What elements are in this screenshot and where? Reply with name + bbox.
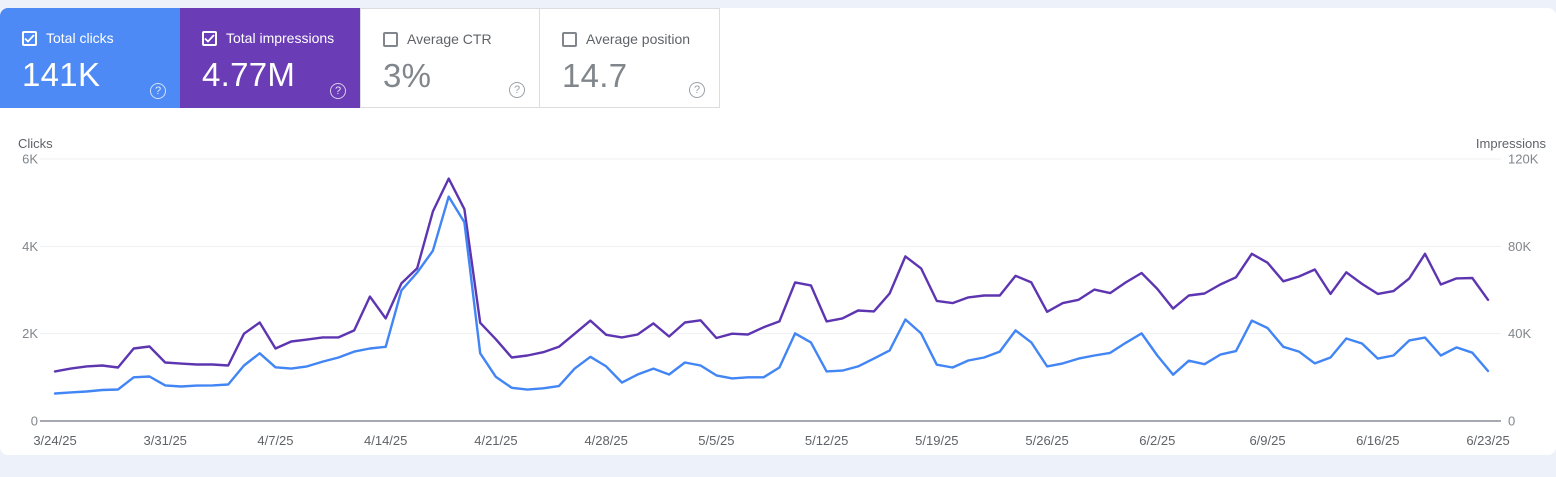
card-value: 141K — [22, 56, 101, 93]
checkbox-total-impressions[interactable] — [202, 30, 217, 46]
x-tick-label: 6/2/25 — [1139, 433, 1175, 448]
metric-card-average-position[interactable]: Average position 14.7 ? — [540, 8, 720, 108]
card-label: Average position — [586, 31, 691, 47]
performance-panel: Total clicks 141K ? Total impressions 4.… — [0, 8, 1556, 455]
card-value: 4.77M — [202, 56, 296, 93]
card-value: 14.7 — [562, 57, 628, 94]
right-axis-tick: 80K — [1508, 239, 1531, 254]
x-tick-label: 6/9/25 — [1249, 433, 1285, 448]
right-axis-title: Impressions — [1476, 136, 1547, 151]
left-axis-tick: 2K — [22, 326, 38, 341]
left-axis-title: Clicks — [18, 136, 53, 151]
x-tick-label: 6/23/25 — [1466, 433, 1509, 448]
checkbox-total-clicks[interactable] — [22, 30, 37, 46]
x-tick-label: 5/12/25 — [805, 433, 848, 448]
left-axis-tick: 6K — [22, 152, 38, 167]
x-tick-label: 4/28/25 — [584, 433, 627, 448]
x-tick-label: 6/16/25 — [1356, 433, 1399, 448]
x-tick-label: 5/5/25 — [698, 433, 734, 448]
metric-card-total-clicks[interactable]: Total clicks 141K ? — [0, 8, 180, 108]
help-icon[interactable]: ? — [689, 82, 705, 98]
metric-card-total-impressions[interactable]: Total impressions 4.77M ? — [180, 8, 360, 108]
performance-chart-svg: 0 0 2K 40K 4K 80K 6K 120K Clicks Impressions 3/24/… — [18, 136, 1547, 448]
x-tick-label: 5/19/25 — [915, 433, 958, 448]
checkbox-average-ctr[interactable] — [383, 31, 398, 47]
left-axis-tick: 0 — [31, 414, 38, 429]
x-tick-label: 5/26/25 — [1025, 433, 1068, 448]
clicks-line[interactable] — [53, 195, 1490, 395]
card-label: Average CTR — [407, 31, 492, 47]
metric-card-average-ctr[interactable]: Average CTR 3% ? — [360, 8, 540, 108]
help-icon[interactable]: ? — [330, 83, 346, 99]
performance-chart[interactable]: 0 0 2K 40K 4K 80K 6K 120K Clicks Impressions 3/24/… — [0, 135, 1556, 455]
checkbox-average-position[interactable] — [562, 31, 577, 47]
left-axis-tick: 4K — [22, 239, 38, 254]
right-axis-tick: 120K — [1508, 152, 1539, 167]
impressions-line[interactable] — [53, 177, 1490, 373]
x-tick-label: 3/31/25 — [144, 433, 187, 448]
x-tick-label: 3/24/25 — [33, 433, 76, 448]
card-label: Total clicks — [46, 30, 114, 46]
card-label: Total impressions — [226, 30, 335, 46]
x-tick-label: 4/14/25 — [364, 433, 407, 448]
right-axis-tick: 0 — [1508, 414, 1515, 429]
right-axis-tick: 40K — [1508, 326, 1531, 341]
help-icon[interactable]: ? — [509, 82, 525, 98]
help-icon[interactable]: ? — [150, 83, 166, 99]
x-tick-label: 4/21/25 — [474, 433, 517, 448]
metric-cards-row: Total clicks 141K ? Total impressions 4.… — [0, 8, 1556, 108]
x-tick-label: 4/7/25 — [257, 433, 293, 448]
card-value: 3% — [383, 57, 432, 94]
